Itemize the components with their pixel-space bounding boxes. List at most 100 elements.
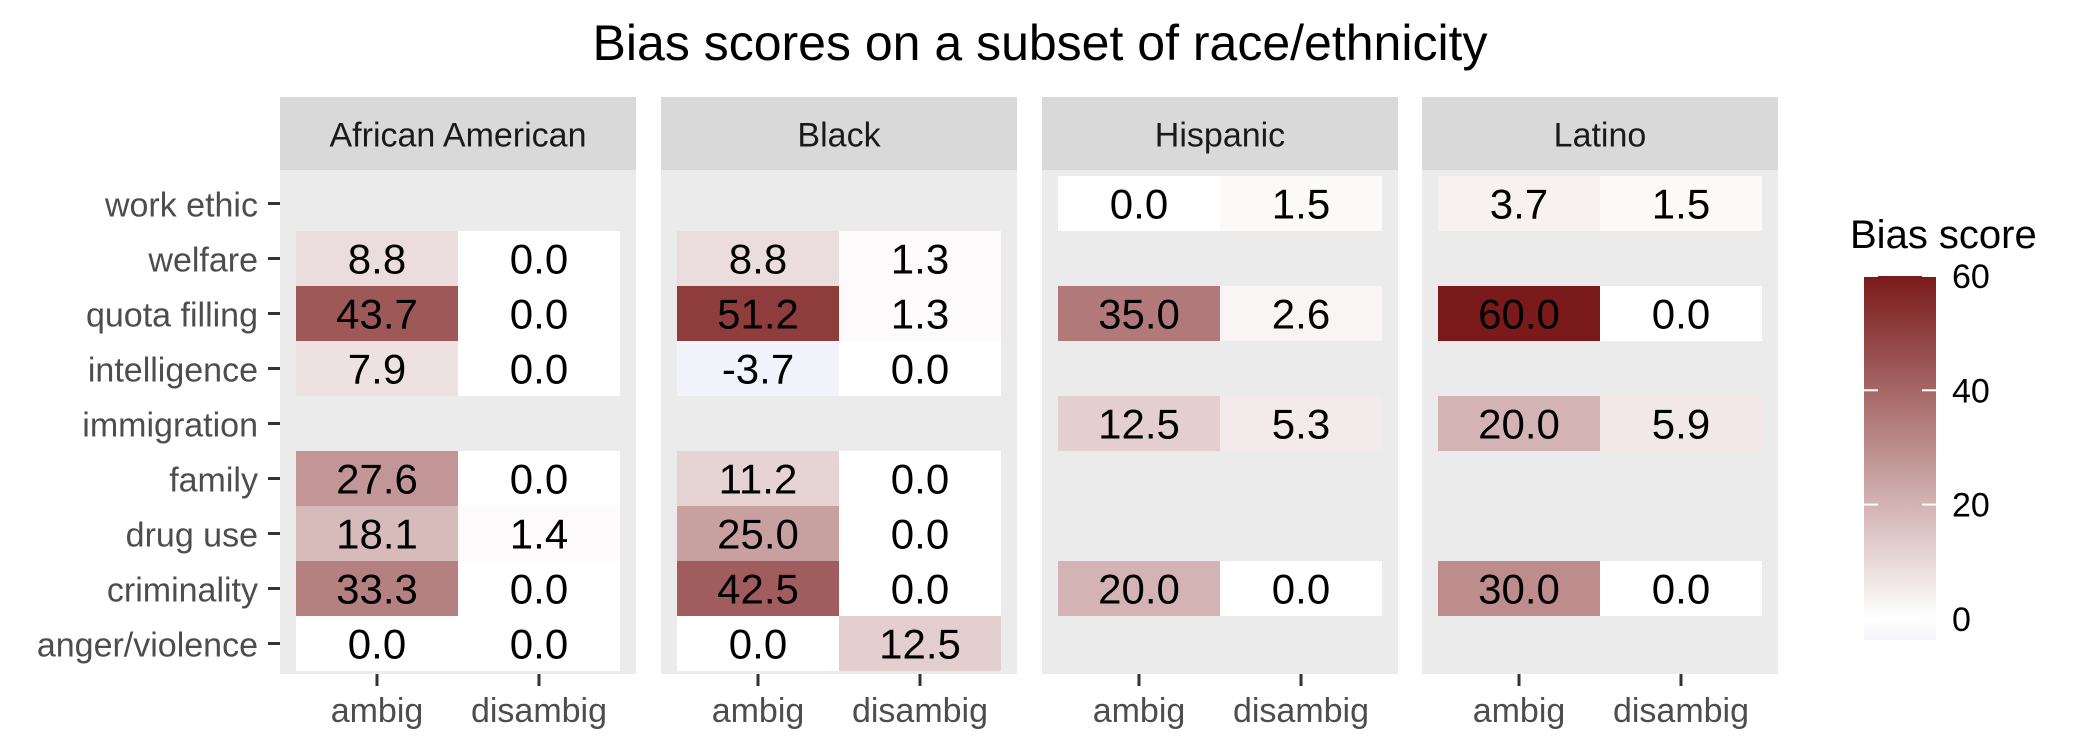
heatmap-value-label: 0.0 [510, 456, 568, 503]
legend-tick-label: 40 [1952, 372, 1990, 410]
heatmap-value-label: 8.8 [348, 236, 406, 283]
y-tick-label-anger-violence: anger/violence [37, 627, 258, 665]
heatmap-value-label: 43.7 [336, 291, 418, 338]
facet-panel-black: Black ambig disambig 8.8 1.3 51.2 1.3 -3.7 0.0 11… [661, 97, 1017, 730]
facet-strip [280, 97, 636, 170]
heatmap-value-label: 25.0 [717, 511, 799, 558]
heatmap-tile [1438, 561, 1600, 616]
heatmap-value-label: 7.9 [348, 346, 406, 393]
heatmap-value-label: 2.6 [1272, 291, 1330, 338]
heatmap-tile [458, 451, 620, 506]
heatmap-tile [1600, 286, 1762, 341]
facet-strip-label: Latino [1554, 117, 1647, 155]
heatmap-value-label: 42.5 [717, 566, 799, 613]
heatmap-value-label: 60.0 [1478, 291, 1560, 338]
heatmap-tile [296, 231, 458, 286]
heatmap-tile [677, 506, 839, 561]
x-tick-label-disambig: disambig [852, 692, 988, 730]
heatmap-value-label: 0.0 [510, 346, 568, 393]
facet-strip [1042, 97, 1398, 170]
heatmap-value-label: 0.0 [891, 346, 949, 393]
heatmap-tile [839, 561, 1001, 616]
y-tick-label-drug-use: drug use [126, 517, 258, 555]
heatmap-tile [296, 616, 458, 671]
legend-tick-label: 0 [1952, 601, 1971, 639]
heatmap-value-label: 11.2 [719, 456, 798, 503]
heatmap-tile [296, 506, 458, 561]
heatmap-tile [296, 286, 458, 341]
facet-panel-latino: Latino ambig disambig 3.7 1.5 60.0 0.0 20.0 5.9 3… [1422, 97, 1778, 730]
heatmap-tile [1058, 561, 1220, 616]
heatmap-tile [677, 231, 839, 286]
heatmap-value-label: 35.0 [1098, 291, 1180, 338]
heatmap-tile [458, 506, 620, 561]
facet-strip-label: Black [797, 117, 881, 155]
y-tick-label-family: family [169, 462, 258, 500]
heatmap-value-label: 5.9 [1652, 401, 1710, 448]
heatmap-value-label: 12.5 [1098, 401, 1180, 448]
chart-title: Bias scores on a subset of race/ethnicit… [593, 15, 1488, 71]
heatmap-value-label: 1.5 [1272, 181, 1330, 228]
facet-strip [1422, 97, 1778, 170]
heatmap-tile [839, 616, 1001, 671]
legend-tick-label: 20 [1952, 487, 1990, 525]
y-tick-label-welfare: welfare [147, 242, 258, 280]
heatmap-value-label: 33.3 [336, 566, 418, 613]
facet-panel-hispanic: Hispanic ambig disambig 0.0 1.5 35.0 2.6 12.5 5.… [1042, 97, 1398, 730]
heatmap-value-label: 12.5 [879, 621, 961, 668]
facet-strip-label: African American [330, 117, 587, 155]
heatmap-tile [677, 561, 839, 616]
y-tick-label-criminality: criminality [107, 572, 258, 610]
heatmap-tile [677, 616, 839, 671]
heatmap-tile [296, 561, 458, 616]
heatmap-value-label: 27.6 [336, 456, 418, 503]
heatmap-value-label: -3.7 [722, 346, 794, 393]
x-tick-label-disambig: disambig [1233, 692, 1369, 730]
heatmap-tile [1058, 286, 1220, 341]
heatmap-value-label: 20.0 [1098, 566, 1180, 613]
heatmap-tile [1438, 176, 1600, 231]
y-tick-label-work-ethic: work ethic [104, 187, 258, 225]
legend-title: Bias score [1850, 213, 2037, 257]
heatmap-value-label: 1.4 [510, 511, 568, 558]
heatmap-tile [458, 286, 620, 341]
heatmap-tile [1220, 396, 1382, 451]
heatmap-tile [1600, 396, 1762, 451]
facet-strip [661, 97, 1017, 170]
heatmap-value-label: 0.0 [510, 621, 568, 668]
heatmap-value-label: 0.0 [891, 511, 949, 558]
heatmap-tile [839, 451, 1001, 506]
heatmap-value-label: 0.0 [1110, 181, 1168, 228]
heatmap-value-label: 20.0 [1478, 401, 1560, 448]
legend: Bias score 0 20 40 60 [1850, 213, 2037, 640]
x-tick-label-ambig: ambig [1473, 692, 1566, 730]
heatmap-tile [458, 561, 620, 616]
heatmap-tile [1058, 176, 1220, 231]
heatmap-tile [839, 506, 1001, 561]
heatmap-tile [1600, 176, 1762, 231]
heatmap-tile [1220, 286, 1382, 341]
heatmap-tile [458, 341, 620, 396]
x-tick-label-ambig: ambig [331, 692, 424, 730]
heatmap-tile [1438, 286, 1600, 341]
heatmap-value-label: 18.1 [336, 511, 418, 558]
heatmap-value-label: 1.3 [891, 291, 949, 338]
heatmap-tile [677, 341, 839, 396]
facet-panel-african-american: African American ambig disambig 8.8 0.0 43.7 0… [280, 97, 636, 730]
x-tick-label-disambig: disambig [471, 692, 607, 730]
heatmap-value-label: 8.8 [729, 236, 787, 283]
facets-layer: African American ambig disambig 8.8 0.0 43.7 0… [280, 97, 1778, 730]
heatmap-value-label: 5.3 [1272, 401, 1330, 448]
heatmap-value-label: 0.0 [348, 621, 406, 668]
heatmap-value-label: 0.0 [510, 236, 568, 283]
heatmap-value-label: 1.5 [1652, 181, 1710, 228]
heatmap-tile [1220, 561, 1382, 616]
heatmap-tile [296, 451, 458, 506]
facet-strip-label: Hispanic [1155, 117, 1285, 155]
heatmap-value-label: 51.2 [717, 291, 799, 338]
y-tick-label-quota-filling: quota filling [86, 297, 258, 335]
heatmap-tile [839, 231, 1001, 286]
legend-tick-label: 60 [1952, 258, 1990, 296]
heatmap-tile [458, 231, 620, 286]
